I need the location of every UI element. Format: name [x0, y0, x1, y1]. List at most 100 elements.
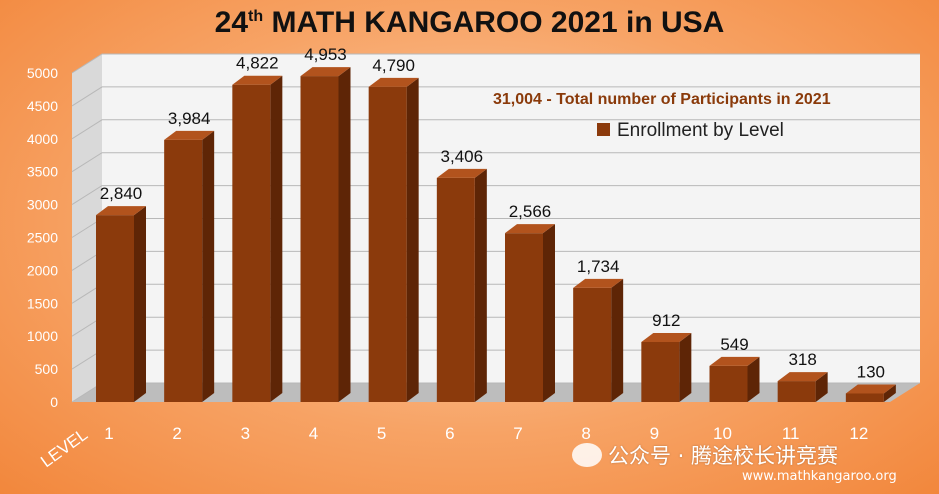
x-tick-label: 3 — [241, 424, 250, 443]
bar-top — [300, 67, 351, 77]
x-tick-label: 6 — [445, 424, 454, 443]
y-tick-label: 5000 — [27, 65, 58, 81]
data-label: 3,984 — [168, 109, 211, 128]
bar-front — [300, 76, 339, 403]
title-superscript: th — [248, 8, 264, 25]
x-tick-label: 12 — [849, 424, 868, 443]
y-tick-label: 1000 — [27, 328, 58, 344]
x-tick-label: 11 — [782, 424, 800, 443]
gridline — [71, 86, 920, 107]
y-tick-label: 3500 — [27, 164, 58, 180]
y-tick-label: 500 — [35, 361, 59, 377]
bar-front — [505, 233, 543, 402]
title-rest: MATH KANGAROO 2021 in USA — [263, 6, 725, 39]
data-label: 4,790 — [372, 56, 415, 75]
data-label: 2,840 — [100, 184, 143, 203]
bar-side — [883, 384, 896, 402]
bar-front — [709, 365, 748, 402]
gridline — [71, 185, 920, 206]
data-label: 4,953 — [304, 45, 347, 64]
bar-side — [611, 278, 624, 402]
bar-front — [164, 139, 203, 403]
bar — [368, 77, 419, 403]
bar-side — [338, 67, 351, 403]
bar-top — [232, 75, 283, 85]
bar-top — [505, 224, 555, 234]
bar-side — [134, 206, 146, 402]
bar-front — [368, 86, 407, 403]
data-label: 1,734 — [577, 257, 620, 276]
bar — [777, 372, 828, 402]
bar-top — [641, 332, 692, 342]
bar — [573, 278, 624, 402]
data-labels: 2,840 3,984 4,822 4,953 4,790 3,406 2,566 1,734… — [100, 45, 885, 381]
legend-swatch — [597, 123, 610, 136]
x-tick-label: 8 — [581, 424, 590, 443]
bar-top — [368, 77, 419, 87]
bar-front — [777, 381, 816, 402]
bar-side — [679, 332, 692, 402]
title-prefix: 24 — [214, 6, 249, 39]
bar-side — [474, 168, 487, 402]
bar — [505, 224, 555, 402]
bar-top — [709, 356, 760, 366]
bar-side — [543, 224, 555, 402]
y-tick-label: 2000 — [27, 262, 58, 278]
bar — [300, 67, 351, 403]
bar-front — [845, 393, 884, 402]
bar — [232, 75, 283, 402]
bar-side — [202, 130, 215, 403]
bar-front — [573, 287, 612, 402]
watermark-url: www.mathkangaroo.org — [742, 469, 897, 484]
x-tick-label: 4 — [309, 424, 318, 443]
watermark-account: 公众号 · 腾途校长讲竞赛 — [608, 444, 839, 468]
bar — [96, 206, 146, 402]
bar-top — [845, 384, 896, 394]
legend: Enrollment by Level — [597, 120, 784, 141]
bar-side — [747, 356, 760, 402]
bar-front — [232, 84, 271, 402]
floor — [72, 383, 920, 402]
bar-front — [436, 177, 475, 402]
x-tick-label: 5 — [377, 424, 386, 443]
data-label: 2,566 — [509, 202, 552, 221]
bar-top — [164, 130, 215, 140]
gridline — [71, 53, 920, 74]
bar — [641, 332, 692, 402]
bar-front — [96, 215, 134, 402]
data-label: 549 — [720, 335, 748, 354]
y-tick-label: 4000 — [27, 131, 58, 147]
x-tick-label: 2 — [172, 424, 181, 443]
y-tick-label: 1500 — [27, 295, 58, 311]
data-label: 4,822 — [236, 54, 279, 73]
wechat-icon — [572, 443, 602, 467]
chart-title: 24th MATH KANGAROO 2021 in USA — [0, 6, 939, 40]
bar-top — [96, 206, 146, 216]
x-axis-label: LEVEL — [37, 425, 91, 471]
bar — [436, 168, 487, 402]
data-label: 3,406 — [441, 147, 484, 166]
bars — [96, 67, 896, 403]
gridline — [71, 152, 920, 173]
y-tick-label: 2500 — [27, 230, 58, 246]
bar — [845, 384, 896, 402]
data-label: 912 — [652, 311, 680, 330]
y-tick-label: 3000 — [27, 197, 58, 213]
y-axis-ticks: 0 500 1000 1500 2000 2500 3000 3500 4000 4500 5000 — [27, 65, 58, 410]
y-tick-label: 4500 — [27, 98, 58, 114]
gridline — [71, 119, 920, 140]
y-tick-label: 0 — [50, 394, 58, 410]
data-label: 130 — [857, 362, 885, 381]
bar-top — [777, 372, 828, 382]
bar-side — [815, 372, 828, 402]
bar-front — [641, 341, 680, 402]
total-participants-annotation: 31,004 - Total number of Participants in… — [493, 91, 831, 108]
data-label: 318 — [788, 350, 816, 369]
bar-top — [573, 278, 624, 288]
x-tick-label: 9 — [650, 424, 659, 443]
bar — [164, 130, 215, 403]
bar-side — [270, 75, 283, 402]
watermark: 公众号 · 腾途校长讲竞赛 — [572, 440, 838, 470]
